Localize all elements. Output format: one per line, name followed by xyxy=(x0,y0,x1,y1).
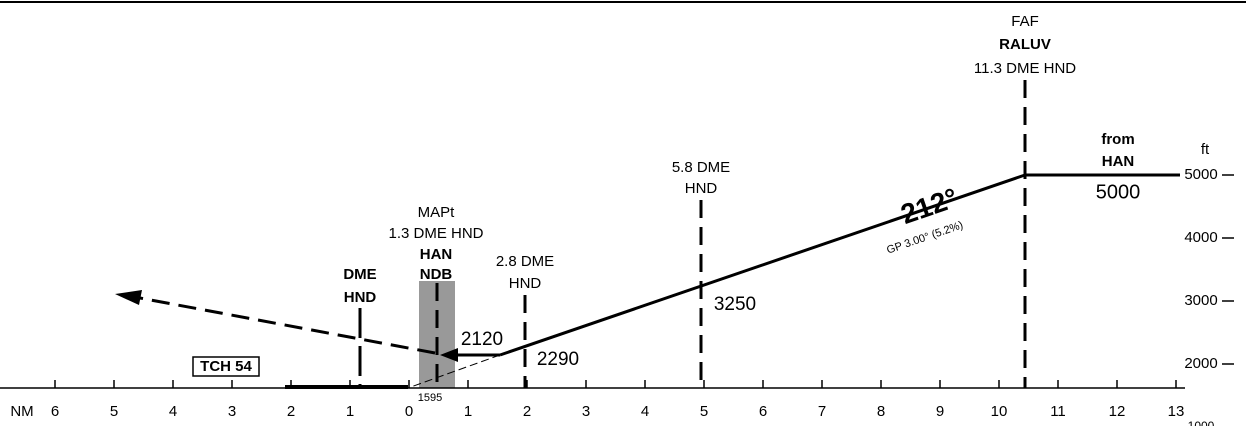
distance-label: 3 xyxy=(582,403,590,420)
distance-label: 7 xyxy=(818,403,826,420)
distance-label: 2 xyxy=(523,403,531,420)
distance-label: 6 xyxy=(759,403,767,420)
distance-label: 4 xyxy=(169,403,177,420)
altitude: 5000 xyxy=(1096,181,1141,203)
label: HAN xyxy=(1102,153,1135,170)
altitude-label: 1000 xyxy=(1188,419,1215,426)
distance-label: 1 xyxy=(464,403,472,420)
label: 5.8 DME xyxy=(672,159,730,176)
altitude-label: 3000 xyxy=(1184,292,1217,309)
unit: NM xyxy=(10,403,33,420)
label: HAN xyxy=(420,246,453,263)
distance-label: 13 xyxy=(1168,403,1185,420)
arrow xyxy=(115,290,142,305)
altitude: 3250 xyxy=(714,294,756,315)
distance-label: 11 xyxy=(1050,403,1066,420)
altitude-label: 5000 xyxy=(1184,166,1217,183)
distance-label: 5 xyxy=(700,403,708,420)
glide-path-label: GP 3.00° (5.2%) xyxy=(885,219,965,256)
altitude-label: 4000 xyxy=(1184,229,1217,246)
altitude-ticks: 5000 4000 3000 2000 1000 xyxy=(1184,166,1234,426)
label: HND xyxy=(344,289,377,306)
label: RALUV xyxy=(999,36,1051,53)
label: FAF xyxy=(1011,13,1039,30)
glide-path xyxy=(499,173,1026,357)
tch: TCH 54 xyxy=(200,358,252,375)
label: DME xyxy=(343,266,376,283)
distance-label: 6 xyxy=(51,403,59,420)
glide-path-ext xyxy=(407,354,501,389)
label: from xyxy=(1101,131,1134,148)
label: HND xyxy=(509,275,542,292)
distance-label: 8 xyxy=(877,403,885,420)
elevation: 1595 xyxy=(418,392,442,404)
altitude: 2120 xyxy=(461,329,503,350)
distance-label: 12 xyxy=(1109,403,1126,420)
distance-label: 1 xyxy=(346,403,354,420)
unit: ft xyxy=(1201,141,1210,158)
label: 2.8 DME xyxy=(496,253,554,270)
distance-label: 2 xyxy=(287,403,295,420)
tch-box xyxy=(192,356,260,377)
distance-label: 3 xyxy=(228,403,236,420)
altitude: 2290 xyxy=(537,349,579,370)
distance-label: 10 xyxy=(991,403,1008,420)
label: HND xyxy=(685,180,718,197)
distance-label: 0 xyxy=(405,403,413,420)
distance-label: 4 xyxy=(641,403,649,420)
missed-approach xyxy=(139,296,436,355)
label: 1.3 DME HND xyxy=(388,225,483,242)
altitude-label: 2000 xyxy=(1184,355,1217,372)
distance-ticks: 6 5 4 3 2 1 0 1 2 3 4 5 6 7 8 9 10 11 12 13 xyxy=(51,380,1185,420)
distance-label: 9 xyxy=(936,403,944,420)
distance-label: 5 xyxy=(110,403,118,420)
label: NDB xyxy=(420,266,453,283)
label: MAPt xyxy=(418,204,456,221)
label: 11.3 DME HND xyxy=(974,60,1076,77)
arrow xyxy=(440,348,458,362)
